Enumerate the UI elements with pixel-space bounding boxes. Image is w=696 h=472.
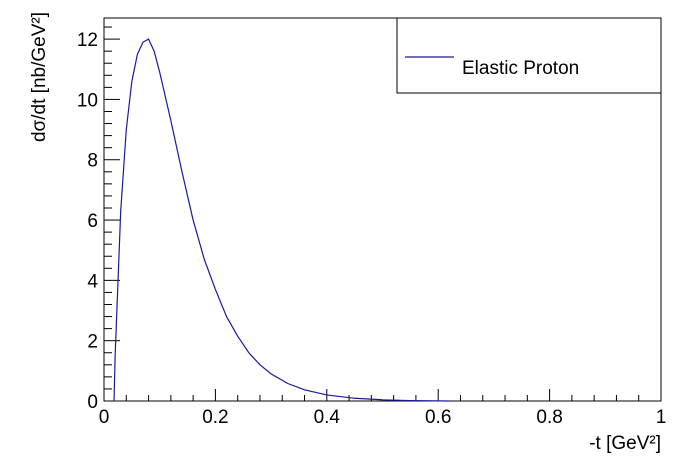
x-tick-label: 1 bbox=[656, 407, 667, 428]
y-tick-label: 2 bbox=[87, 332, 98, 353]
x-tick-label: 0.4 bbox=[314, 407, 341, 428]
legend-label: Elastic Proton bbox=[462, 58, 579, 79]
y-tick-label: 8 bbox=[87, 151, 98, 172]
y-tick-label: 6 bbox=[87, 211, 98, 232]
data-line bbox=[113, 38, 450, 402]
x-tick-label: 0 bbox=[99, 407, 110, 428]
legend-box bbox=[396, 17, 662, 94]
y-tick-label: 4 bbox=[87, 271, 98, 292]
y-axis-title: dσ/dt [nb/GeV²] bbox=[29, 12, 50, 142]
y-tick-label: 0 bbox=[87, 392, 98, 413]
x-tick-label: 0.8 bbox=[536, 407, 562, 428]
y-tick-label: 12 bbox=[77, 30, 98, 51]
plot-frame bbox=[103, 17, 662, 402]
x-tick-label: 0.2 bbox=[202, 407, 228, 428]
y-tick-label: 10 bbox=[77, 90, 98, 111]
x-axis-title: -t [GeV²] bbox=[589, 433, 661, 454]
x-tick-label: 0.6 bbox=[425, 407, 451, 428]
